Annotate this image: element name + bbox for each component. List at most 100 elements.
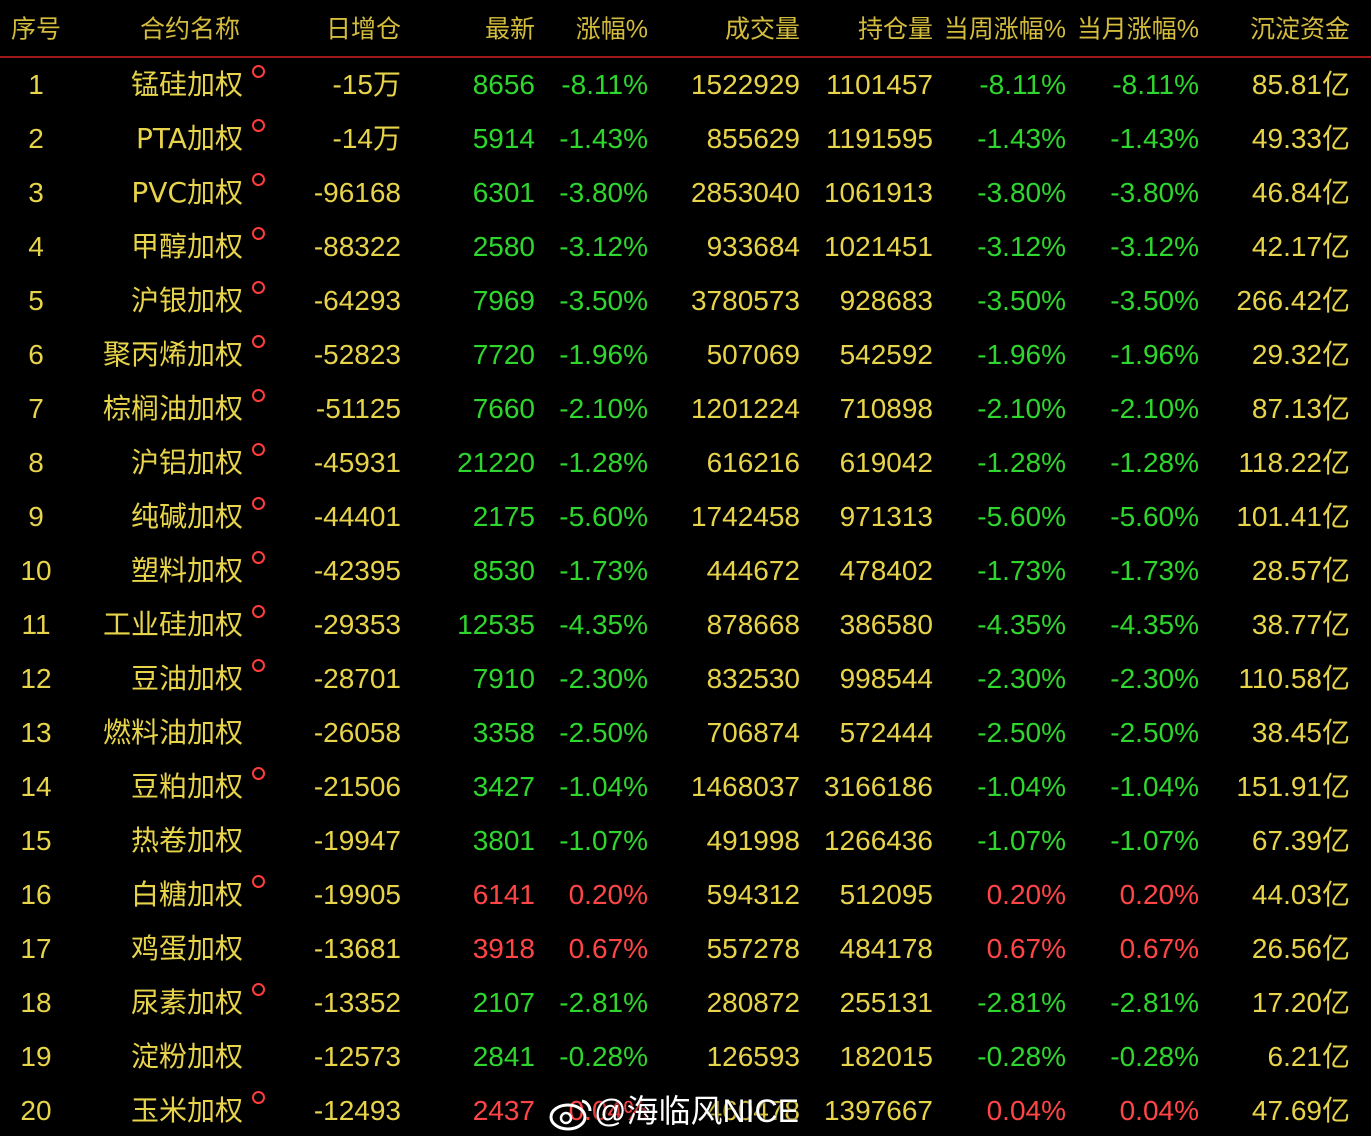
table-cell: 6.21亿 (1267, 1041, 1351, 1072)
table-cell: 594312 (706, 879, 800, 910)
table-cell: -2.81% (977, 987, 1066, 1018)
table-cell: 8 (28, 447, 44, 478)
table-cell: 832530 (706, 663, 800, 694)
table-cell: -1.04% (1110, 771, 1199, 802)
table-cell: 0.20% (1119, 879, 1199, 910)
table-cell: 28.57亿 (1251, 555, 1350, 586)
column-header: 当月涨幅% (1076, 15, 1199, 44)
table-cell: 151.91亿 (1236, 771, 1350, 802)
table-cell: 616216 (706, 447, 800, 478)
table-cell: 1742458 (690, 501, 800, 532)
table-cell: 15 (20, 825, 52, 856)
table-cell: -0.28% (977, 1041, 1066, 1072)
contract-marker (252, 65, 265, 78)
table-cell: -5.60% (1110, 501, 1199, 532)
table-cell: 118.22亿 (1238, 447, 1350, 478)
table-cell: 1266436 (823, 825, 933, 856)
table-cell: 386580 (839, 609, 933, 640)
table-cell: -3.50% (559, 285, 648, 316)
table-cell: -1.28% (1110, 447, 1199, 478)
table-cell: -3.12% (559, 231, 648, 262)
table-cell: 619042 (839, 447, 933, 478)
table-cell: 1 (28, 69, 44, 100)
table-cell: -8.11% (1112, 69, 1199, 100)
contract-marker (252, 875, 265, 888)
table-cell: -1.07% (1110, 825, 1199, 856)
table-cell: -21506 (313, 771, 401, 802)
table-cell: 85.81亿 (1251, 69, 1350, 100)
table-cell: 46.84亿 (1251, 177, 1350, 208)
table-cell: 126593 (706, 1041, 800, 1072)
table-cell: -88322 (313, 231, 401, 262)
contract-marker (252, 605, 265, 618)
table-cell: -1.28% (977, 447, 1066, 478)
table-cell: 2437 (472, 1095, 535, 1126)
column-header: 涨幅% (575, 15, 648, 44)
table-cell: 8656 (472, 69, 535, 100)
contract-name: 白糖加权 (130, 878, 243, 911)
table-cell: -42395 (313, 555, 401, 586)
table-cell: 29.32亿 (1251, 339, 1350, 370)
table-cell: 0.67% (568, 933, 648, 964)
table-cell: -4.35% (559, 609, 648, 640)
table-cell: -1.43% (977, 123, 1066, 154)
contract-marker (252, 1091, 265, 1104)
table-cell: -29353 (313, 609, 401, 640)
table-cell: -15万 (332, 69, 401, 100)
table-cell: -12493 (313, 1095, 401, 1126)
table-cell: 1101457 (826, 69, 933, 100)
table-cell: -2.50% (1110, 717, 1199, 748)
table-cell: -1.73% (977, 555, 1066, 586)
table-cell: -1.96% (1110, 339, 1199, 370)
table-cell: 572444 (839, 717, 933, 748)
column-header: 序号 (10, 15, 62, 44)
table-cell: 1522929 (690, 69, 800, 100)
contract-marker (252, 227, 265, 240)
contract-marker (252, 443, 265, 456)
table-cell: 542592 (839, 339, 933, 370)
table-cell: -19905 (313, 879, 401, 910)
table-cell: 255131 (839, 987, 933, 1018)
table-cell: 1021451 (823, 231, 933, 262)
table-cell: -51125 (315, 393, 401, 424)
column-header: 合约名称 (139, 15, 241, 44)
table-cell: 5914 (472, 123, 535, 154)
table-cell: -28701 (313, 663, 401, 694)
table-cell: 13 (20, 717, 52, 748)
table-cell: -3.50% (977, 285, 1066, 316)
contract-name: PTA加权 (136, 122, 243, 155)
table-cell: 2 (28, 123, 44, 154)
table-cell: 3358 (472, 717, 535, 748)
table-cell: -2.10% (1110, 393, 1199, 424)
table-cell: -1.07% (559, 825, 648, 856)
table-cell: 7910 (472, 663, 535, 694)
table-cell: -0.28% (1110, 1041, 1199, 1072)
table-cell: 7969 (472, 285, 535, 316)
table-cell: 38.77亿 (1251, 609, 1350, 640)
contract-name: 热卷加权 (130, 824, 243, 857)
table-cell: -2.10% (559, 393, 648, 424)
contract-name: PVC加权 (131, 176, 243, 209)
contract-name: 豆粕加权 (130, 770, 243, 803)
table-cell: -3.80% (977, 177, 1066, 208)
table-cell: 19 (20, 1041, 52, 1072)
table-cell: -19947 (313, 825, 401, 856)
table-cell: -8.11% (979, 69, 1066, 100)
table-cell: 2841 (472, 1041, 535, 1072)
table-cell: -2.81% (1110, 987, 1199, 1018)
table-cell: -44401 (313, 501, 401, 532)
table-cell: 67.39亿 (1251, 825, 1350, 856)
table-cell: -2.30% (1110, 663, 1199, 694)
table-cell: 17.20亿 (1251, 987, 1350, 1018)
table-cell: 460478 (706, 1095, 800, 1126)
table-cell: 2175 (472, 501, 535, 532)
table-cell: -3.12% (977, 231, 1066, 262)
table-cell: 3780573 (690, 285, 800, 316)
column-header: 沉淀资金 (1249, 15, 1350, 44)
table-cell: 2580 (472, 231, 535, 262)
table-cell: 6141 (472, 879, 535, 910)
table-cell: 484178 (839, 933, 933, 964)
table-cell: -2.30% (977, 663, 1066, 694)
table-cell: 7 (28, 393, 44, 424)
